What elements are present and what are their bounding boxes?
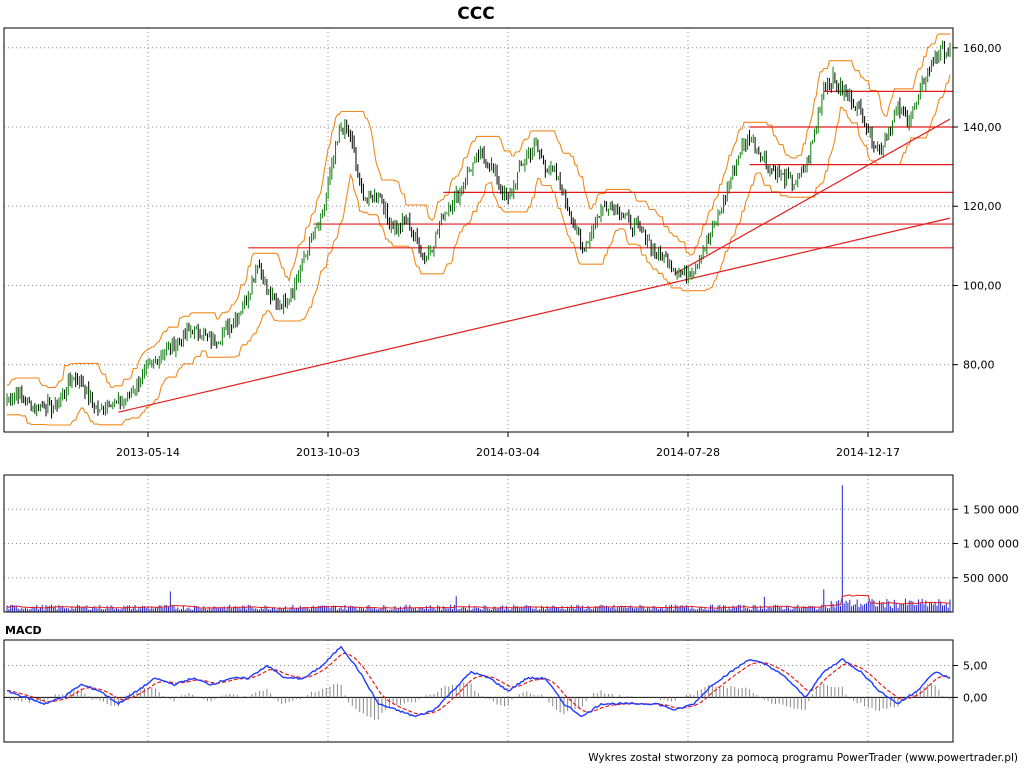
price-xtick-label-2: 2014-03-04 [476, 446, 540, 459]
price-ytick-label-4: 160,00 [963, 42, 1002, 55]
price-xtick-label-4: 2014-12-17 [836, 446, 900, 459]
price-ytick-label-0: 80,00 [963, 359, 995, 372]
macd-panel-frame [3, 639, 954, 743]
price-ytick-label-3: 140,00 [963, 121, 1002, 134]
trendline-0 [118, 217, 951, 413]
macd-ytick-label-0: 0,00 [963, 691, 988, 704]
price-panel: 80,00 100,00 120,00 140,00 160,00 2013-05-14… [3, 27, 1002, 459]
macd-panel: MACD 0,00 5,00 [3, 624, 988, 743]
vol-ytick-label-2: 1 500 000 [963, 503, 1019, 516]
price-xtick-label-1: 2013-10-03 [296, 446, 360, 459]
price-panel-frame [3, 27, 954, 433]
chart-title: CCC [457, 4, 494, 24]
price-xtick-label-3: 2014-07-28 [656, 446, 720, 459]
vol-ytick-label-0: 500 000 [963, 572, 1009, 585]
macd-panel-label: MACD [5, 624, 42, 637]
macd-ytick-label-1: 5,00 [963, 660, 988, 673]
footer-credit: Wykres został stworzony za pomocą progra… [588, 752, 1018, 764]
price-ytick-label-2: 120,00 [963, 200, 1002, 213]
volume-average-line [6, 594, 950, 609]
volume-panel-frame [3, 474, 954, 613]
price-ytick-label-1: 100,00 [963, 279, 1002, 292]
macd-line [7, 645, 951, 718]
bollinger-lower [7, 74, 951, 426]
vol-ytick-label-1: 1 000 000 [963, 538, 1019, 551]
bollinger-upper [7, 33, 950, 389]
volume-panel: 500 000 1 000 000 1 500 000 [3, 474, 1019, 613]
price-xtick-label-0: 2013-05-14 [116, 446, 180, 459]
